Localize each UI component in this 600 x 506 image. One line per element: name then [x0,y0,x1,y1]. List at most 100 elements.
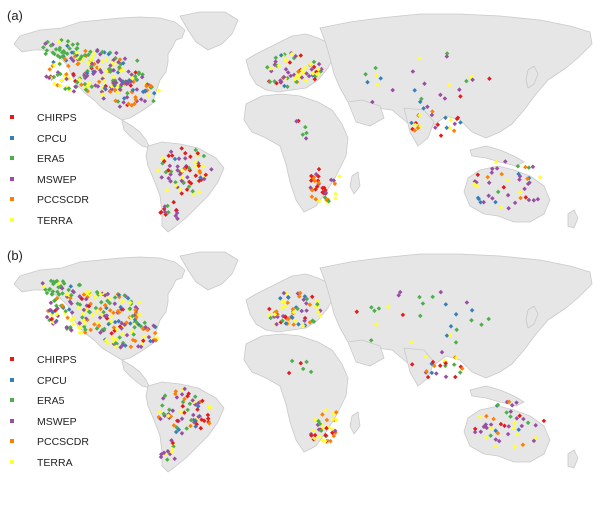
station-point [489,170,495,175]
station-point [170,408,176,413]
station-point [435,122,441,127]
station-point [490,166,495,172]
station-point [311,428,317,434]
station-point [451,362,457,367]
station-point [117,57,123,62]
station-point [70,42,76,47]
station-point [491,416,496,422]
station-point [332,428,338,434]
station-point [281,300,287,305]
landmass-madagascar [349,411,361,435]
station-point [135,58,140,63]
landmass-new-zealand [567,209,579,229]
station-point [331,433,337,439]
legend-marker [10,357,14,361]
station-point [298,360,304,366]
station-point [113,344,119,349]
station-point [94,65,100,70]
station-point [117,104,123,109]
station-point [76,61,81,66]
legend-marker [10,418,14,423]
station-point [57,83,63,88]
station-point [160,403,165,408]
station-point [180,399,186,405]
station-point [138,97,144,102]
station-point [315,298,320,304]
station-point [122,56,128,61]
station-point [309,194,315,199]
station-point [503,159,508,164]
station-point [65,315,70,320]
station-point [119,326,124,331]
station-point [47,67,52,72]
station-point [101,78,107,84]
landmass-madagascar [349,171,361,195]
station-point [117,87,123,92]
station-point [142,88,148,93]
station-point [151,90,157,96]
station-point [174,395,180,400]
station-point [162,393,168,398]
station-point [43,51,48,57]
station-point [481,199,486,205]
legend-marker [10,135,14,140]
station-point [124,95,130,100]
landmass-central-america [121,119,151,149]
station-point [69,318,74,324]
station-point [188,423,193,429]
landmass-south-america [145,381,225,473]
legend-label: PCCSCDR [37,436,89,448]
station-point [111,310,116,316]
station-point [454,355,459,360]
station-point [185,407,190,413]
station-point [312,432,318,438]
station-point [68,56,74,61]
station-point [128,344,134,350]
station-point [83,48,88,54]
station-point [127,300,133,306]
station-point [180,403,186,409]
station-point [320,412,325,417]
station-point [488,433,493,438]
station-point [166,413,171,419]
station-point [396,293,401,298]
station-point [333,191,338,196]
station-point [102,85,108,91]
legend-marker [10,217,14,222]
legend-label: TERRA [37,456,73,469]
landmass-central-america [121,359,151,389]
station-point [498,421,504,427]
station-point [71,321,76,327]
station-point [120,79,126,84]
station-point [107,308,113,313]
station-point [170,446,175,452]
station-point [444,54,450,59]
station-point [80,311,86,316]
station-point [452,121,458,127]
station-point [89,61,95,66]
station-point [200,398,205,404]
station-point [313,196,319,202]
station-point [318,428,324,433]
station-point [316,166,322,172]
legend-label: ERA5 [37,395,65,407]
station-point [479,322,484,327]
station-point [316,174,321,179]
station-point [56,39,62,44]
legend-marker [10,197,14,201]
station-point [41,284,47,289]
station-point [331,178,337,183]
legend-marker [10,156,14,160]
station-point [472,429,478,435]
station-point [201,418,207,424]
station-point [44,74,49,79]
station-point [54,312,59,317]
station-point [77,320,82,326]
legend-label: CHIRPS [37,112,77,124]
station-point [444,125,449,131]
legend-label: TERRA [37,214,73,227]
station-point [541,418,547,424]
station-point [438,289,444,295]
station-point [315,302,320,307]
station-point [136,70,142,75]
